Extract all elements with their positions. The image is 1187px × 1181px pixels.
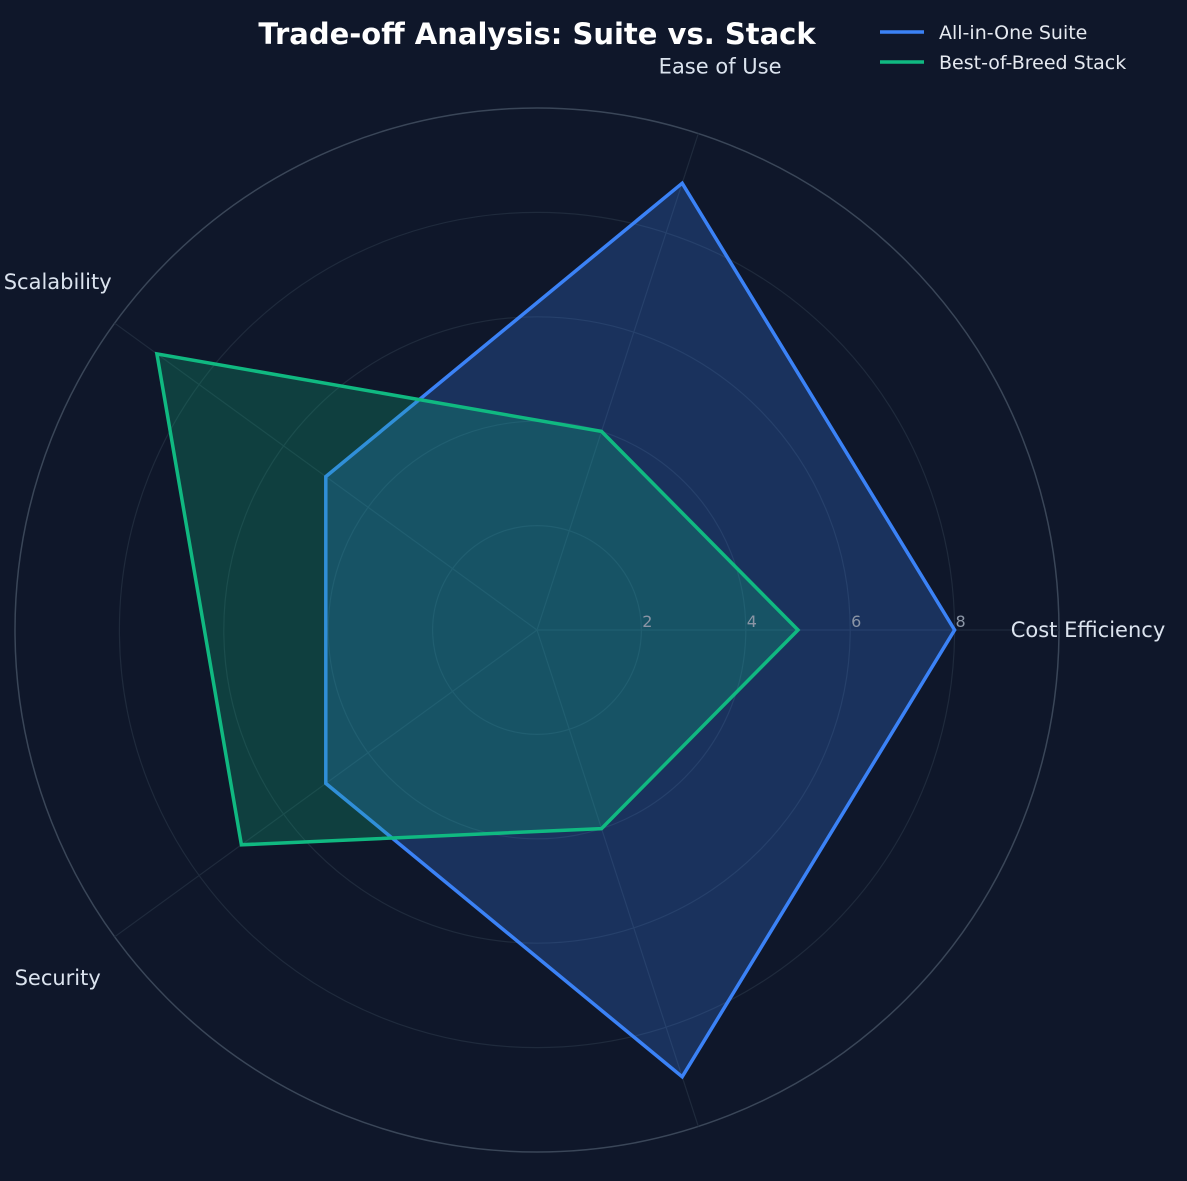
axis-label-ease-of-use: Ease of Use	[659, 55, 782, 79]
tick-label: 2	[642, 612, 652, 631]
series-area-best-of-breed-stack	[154, 351, 801, 847]
legend: All-in-One Suite Best-of-Breed Stack	[880, 22, 1126, 74]
series-layer	[154, 180, 957, 1080]
axis-label-cost-efficiency: Cost Efficiency	[1011, 618, 1166, 642]
labels: 2 4 6 8 Cost Efficiency Ease of Use Scalabilit…	[4, 55, 1166, 991]
legend-label-best-of-breed-stack: Best-of-Breed Stack	[939, 52, 1126, 74]
series-area-all-in-one-suite	[324, 180, 957, 1080]
legend-label-all-in-one-suite: All-in-One Suite	[939, 22, 1087, 44]
spoke-line	[536, 133, 699, 631]
tick-label: 4	[747, 612, 757, 631]
tick-label: 8	[956, 612, 966, 631]
spoke-line	[536, 629, 699, 1127]
tick-label: 6	[851, 612, 861, 631]
axis-label-security: Security	[15, 966, 101, 990]
chart-title: Trade-off Analysis: Suite vs. Stack	[258, 17, 816, 51]
axis-label-scalability: Scalability	[4, 270, 112, 294]
